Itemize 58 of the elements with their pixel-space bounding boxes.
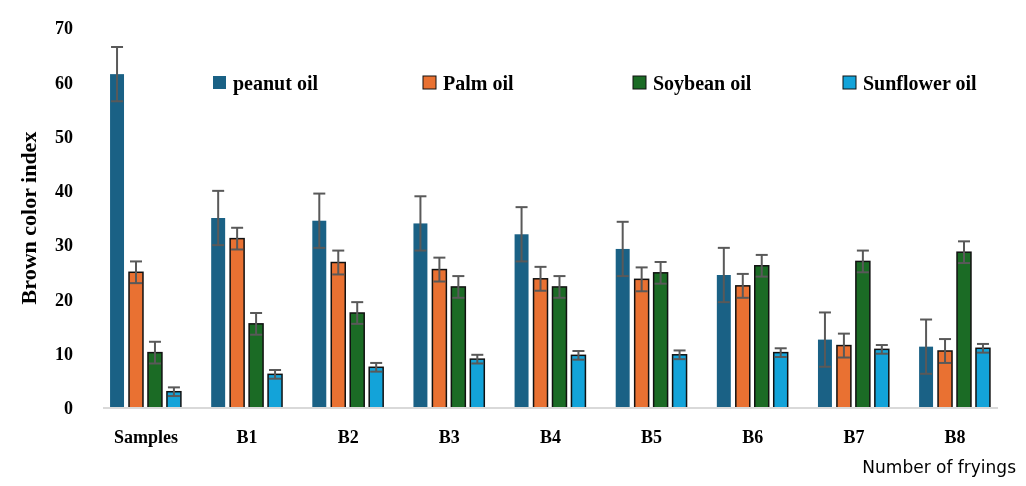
x-tick-label: B8: [944, 427, 966, 447]
bar: [330, 261, 346, 409]
bar: [874, 348, 890, 409]
y-tick-label: 0: [64, 398, 73, 419]
bar: [349, 312, 365, 409]
x-tick-label: B1: [236, 427, 258, 447]
bar: [754, 265, 770, 409]
bar: [267, 373, 283, 409]
bar: [248, 323, 264, 409]
x-tick-label: B5: [641, 427, 663, 447]
y-tick-label: 10: [55, 344, 73, 365]
bar: [633, 278, 650, 409]
y-tick-label: 60: [55, 72, 73, 93]
bar: [956, 251, 972, 409]
bar: [615, 248, 630, 408]
bar: [532, 278, 549, 409]
bar: [469, 358, 486, 409]
bar: [514, 234, 529, 408]
bar: [671, 354, 688, 409]
x-tick-label: B4: [539, 427, 562, 447]
bar: [836, 344, 852, 409]
legend-label: Soybean oil: [653, 72, 752, 95]
bar: [735, 285, 751, 409]
bar: [229, 237, 245, 409]
bar: [716, 275, 731, 408]
bar: [817, 339, 832, 408]
bar: [570, 354, 587, 409]
bar: [211, 218, 226, 408]
bar: [975, 347, 991, 409]
bar: [368, 366, 384, 409]
y-axis-title: Brown color index: [16, 131, 41, 305]
x-tick-label: B6: [742, 427, 764, 447]
bar: [937, 350, 953, 409]
y-tick-label: 70: [55, 18, 73, 39]
bar: [652, 272, 669, 409]
bar: [147, 351, 163, 409]
x-tick-label: B2: [337, 427, 359, 447]
bar: [855, 260, 871, 409]
x-tick-label: B3: [438, 427, 460, 447]
bar: [919, 346, 934, 408]
bar: [110, 74, 125, 408]
legend-label: Sunflower oil: [863, 72, 977, 94]
bar: [450, 286, 467, 409]
x-axis-title: Number of fryings: [862, 457, 1017, 477]
bar: [128, 271, 144, 409]
x-tick-label: Samples: [113, 427, 178, 447]
bar: [312, 220, 327, 408]
y-tick-label: 20: [55, 289, 73, 310]
bar: [551, 286, 568, 409]
y-tick-label: 40: [55, 181, 73, 202]
legend-label: Palm oil: [443, 72, 514, 94]
legend-label: peanut oil: [233, 72, 319, 95]
bar: [772, 351, 789, 409]
bar: [431, 268, 448, 409]
x-tick-label: B7: [843, 427, 865, 447]
y-tick-label: 50: [55, 126, 73, 147]
bar: [413, 223, 428, 408]
y-tick-label: 30: [55, 235, 73, 256]
